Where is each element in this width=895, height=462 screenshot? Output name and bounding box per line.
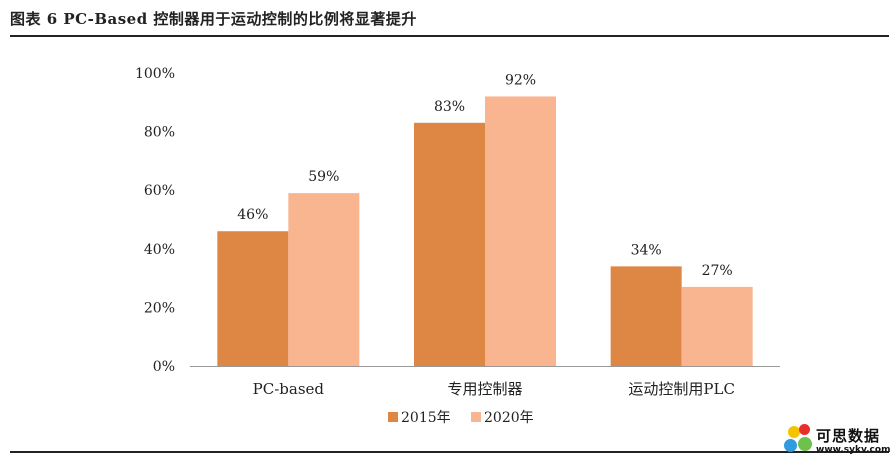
x-category-label: 运动控制用PLC — [628, 380, 735, 398]
x-category-label: PC-based — [253, 380, 325, 398]
y-tick-label: 20% — [144, 300, 175, 316]
x-category-label: 专用控制器 — [447, 380, 522, 398]
data-label: 59% — [308, 169, 339, 185]
bar — [288, 193, 360, 366]
watermark-logo: 可思数据 www.sykv.com — [782, 424, 892, 458]
bar — [414, 122, 485, 366]
bar — [681, 286, 753, 366]
bars-group — [217, 96, 753, 366]
data-label: 46% — [237, 207, 268, 223]
legend-swatch — [471, 412, 481, 422]
legend: 2015年 2020年 — [388, 410, 534, 426]
y-tick-label: 80% — [144, 125, 175, 141]
legend-label: 2015年 — [401, 410, 451, 426]
watermark-url: www.sykv.com — [816, 445, 891, 455]
x-axis: PC-based 专用控制器 运动控制用PLC — [190, 366, 780, 398]
data-label: 92% — [505, 72, 536, 88]
bar — [610, 266, 682, 366]
y-tick-label: 60% — [144, 183, 175, 199]
watermark-dot-icon — [784, 439, 797, 452]
legend-label: 2020年 — [484, 410, 534, 426]
figure-title: 图表 6 PC-Based 控制器用于运动控制的比例将显著提升 — [10, 10, 417, 28]
y-tick-label: 100% — [135, 66, 175, 82]
data-label: 34% — [631, 242, 662, 258]
y-tick-label: 40% — [144, 242, 175, 258]
data-label: 27% — [702, 263, 733, 279]
watermark-text: 可思数据 — [816, 427, 881, 445]
data-label: 83% — [434, 99, 465, 115]
y-tick-label: 0% — [153, 359, 175, 375]
data-labels-group: 46% 59% 83% 92% 34% 27% — [237, 72, 732, 278]
legend-swatch — [388, 412, 398, 422]
watermark-dot-icon — [788, 426, 800, 438]
bar — [485, 96, 556, 366]
y-axis: 0% 20% 40% 60% 80% 100% — [135, 66, 175, 375]
top-rule — [10, 35, 889, 37]
watermark-dot-icon — [798, 437, 812, 451]
bottom-rule — [10, 451, 889, 453]
bar — [217, 231, 289, 366]
watermark-dot-icon — [799, 424, 810, 435]
